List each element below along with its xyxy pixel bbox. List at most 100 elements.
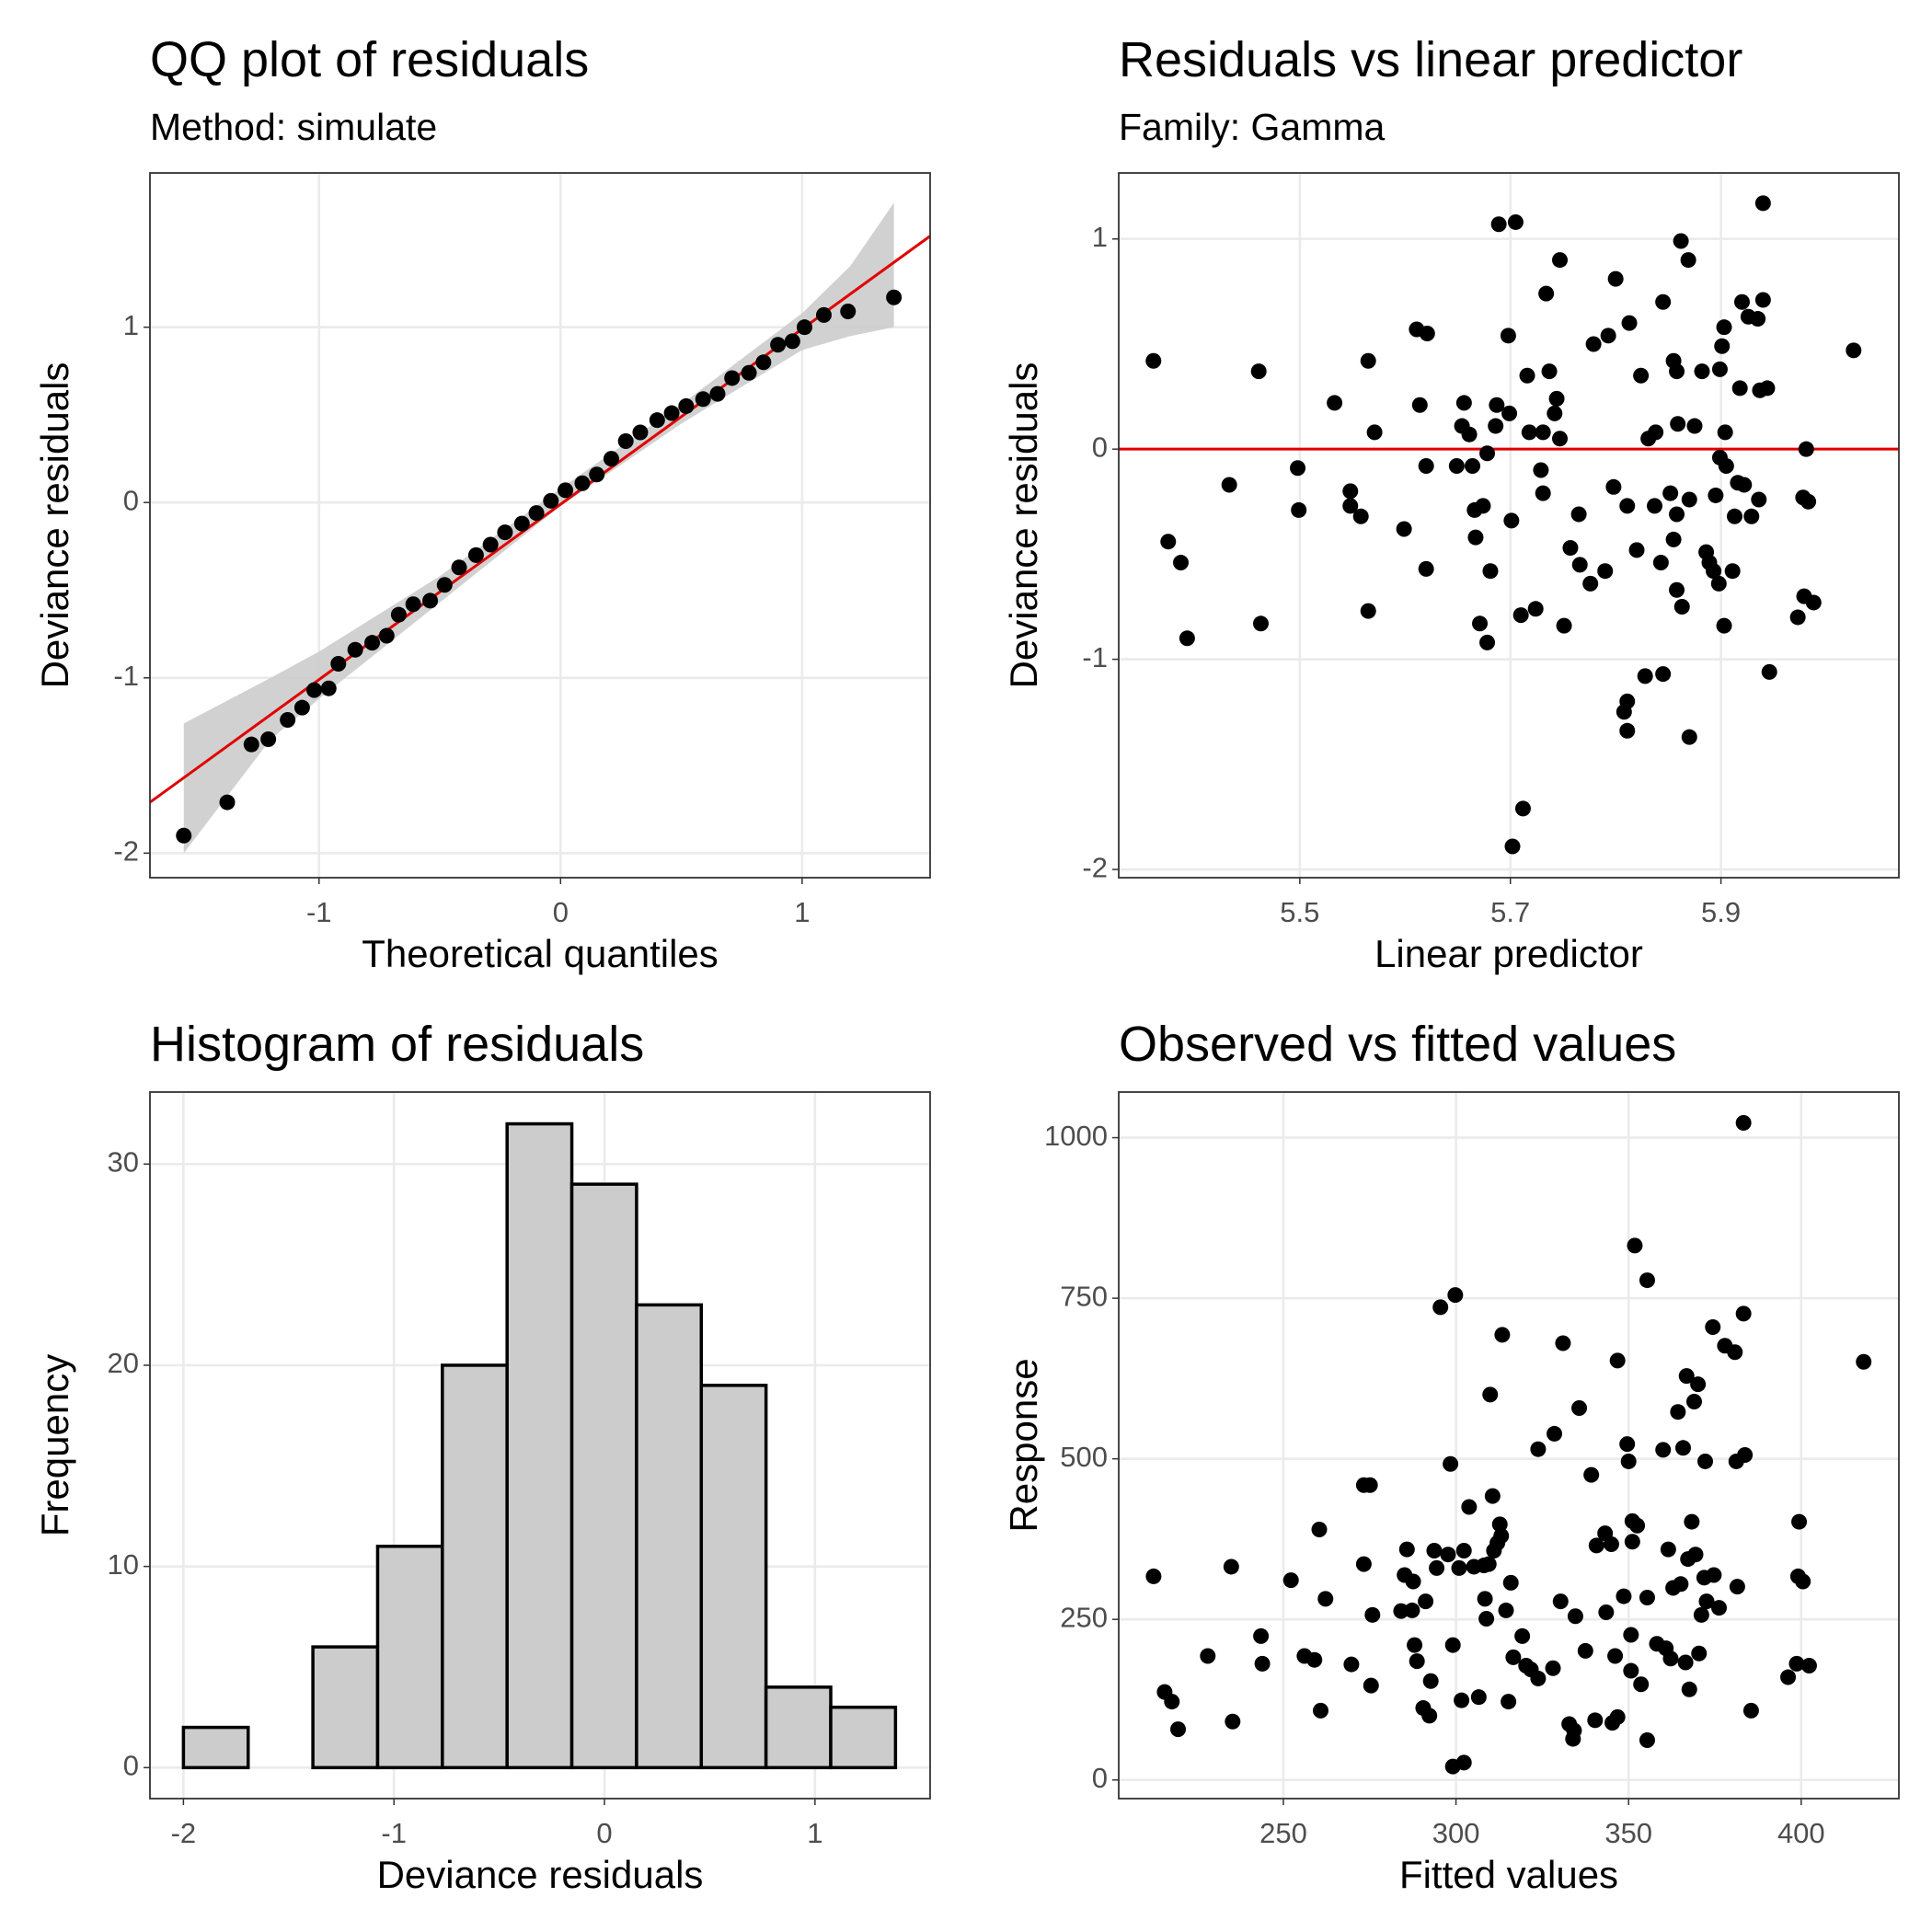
point (528, 505, 545, 522)
point (1342, 498, 1359, 514)
chart-title: Residuals vs linear predictor (1119, 32, 1742, 87)
point (1619, 498, 1636, 514)
point (1327, 395, 1343, 411)
y-tick-label: 10 (108, 1548, 139, 1581)
point (1588, 1537, 1604, 1554)
point (1555, 1335, 1571, 1351)
point (1629, 1517, 1646, 1534)
point (1535, 485, 1551, 501)
point (1418, 1593, 1434, 1610)
point (1673, 233, 1689, 249)
point (1317, 1591, 1334, 1607)
y-tick-label: 1000 (1044, 1120, 1108, 1152)
point (1624, 1534, 1640, 1550)
point (1454, 1692, 1470, 1708)
point (1751, 491, 1767, 508)
point (1805, 594, 1822, 611)
point (1729, 1579, 1745, 1595)
point (1674, 1440, 1691, 1456)
point (1545, 1660, 1561, 1676)
point (1633, 367, 1650, 384)
point (293, 699, 310, 716)
point (1652, 555, 1669, 571)
point (1547, 1425, 1563, 1442)
x-tick-label: -2 (171, 1817, 197, 1849)
point (617, 433, 634, 450)
y-tick-label: -2 (1082, 851, 1108, 883)
y-axis-title: Deviance residuals (33, 362, 76, 689)
point (1530, 1670, 1547, 1686)
point (1419, 326, 1435, 342)
point (436, 577, 453, 593)
point (603, 451, 619, 467)
chart-title: Observed vs fitted values (1119, 1017, 1676, 1072)
point (1670, 416, 1686, 432)
point (695, 391, 711, 408)
x-axis-title: Linear predictor (1374, 932, 1643, 975)
x-tick-label: 5.7 (1490, 896, 1530, 928)
point (1736, 477, 1753, 493)
point (1673, 1576, 1689, 1593)
plot-frame (1118, 172, 1900, 879)
point (1566, 1722, 1582, 1739)
point (1621, 315, 1638, 331)
point (1690, 1376, 1707, 1393)
y-tick-label: 0 (123, 484, 139, 516)
histogram-bar (311, 1645, 380, 1770)
point (1743, 508, 1760, 524)
point (1677, 1654, 1694, 1671)
point (1352, 508, 1369, 524)
point (1585, 336, 1602, 352)
point (1577, 1642, 1593, 1659)
point (1461, 1499, 1478, 1515)
point (1655, 293, 1672, 310)
point (219, 794, 236, 811)
point (1477, 1591, 1493, 1607)
point (1535, 424, 1551, 441)
point (1754, 195, 1771, 212)
histogram-bar (181, 1725, 250, 1770)
point (1716, 617, 1732, 634)
point (1440, 1547, 1456, 1563)
point (1726, 508, 1742, 524)
chart-subtitle: Method: simulate (150, 106, 437, 148)
plot-area (150, 202, 930, 854)
point (1355, 1556, 1372, 1572)
point (1669, 506, 1685, 523)
point (1306, 1651, 1323, 1668)
point (1313, 1702, 1329, 1719)
point (1514, 800, 1531, 817)
point (1678, 1368, 1695, 1385)
point (840, 304, 857, 320)
point (1795, 1573, 1811, 1590)
point (1727, 1344, 1743, 1361)
point (1475, 498, 1491, 514)
point (755, 354, 772, 371)
point (1735, 1115, 1752, 1132)
point (1680, 252, 1696, 269)
point (1501, 405, 1518, 421)
histogram-bar (699, 1384, 768, 1770)
point (422, 592, 439, 609)
y-tick-label: 20 (108, 1347, 139, 1379)
point (1607, 270, 1624, 287)
point (1603, 1536, 1619, 1553)
point (1426, 1543, 1443, 1559)
point (1480, 1556, 1497, 1572)
point (364, 635, 381, 651)
point (1396, 521, 1412, 537)
point (1717, 424, 1733, 441)
point (1609, 1708, 1626, 1725)
point (1598, 1604, 1615, 1621)
point (1660, 1541, 1676, 1558)
point (1482, 1386, 1499, 1403)
point (243, 736, 259, 753)
point (1655, 666, 1672, 683)
point (1411, 397, 1428, 413)
point (1472, 615, 1489, 632)
point (1759, 380, 1776, 397)
histogram-bar (441, 1363, 509, 1770)
point (1562, 540, 1579, 557)
x-tick-label: 5.9 (1701, 896, 1741, 928)
point (1798, 441, 1814, 457)
